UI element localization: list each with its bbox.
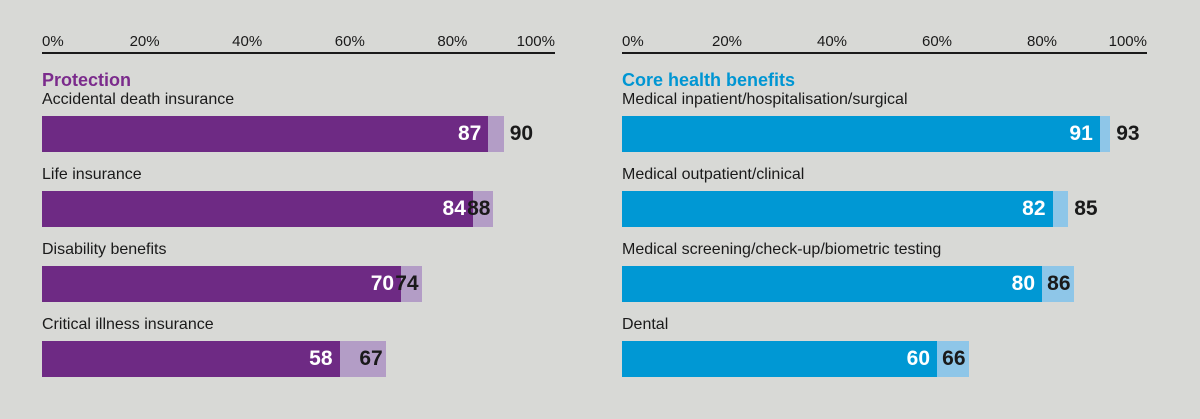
bar-row: Accidental death insurance 87 90 [42, 90, 555, 152]
bar-row: Dental 60 66 [622, 315, 1147, 377]
bar: 58 67 [42, 341, 555, 377]
bar-row: Medical screening/check-up/biometric tes… [622, 240, 1147, 302]
bar-secondary-value: 85 [1074, 197, 1098, 220]
bar-secondary-value: 88 [467, 197, 491, 220]
category-label: Accidental death insurance [42, 91, 235, 108]
panel-title: Protection [42, 70, 132, 90]
category-label: Medical outpatient/clinical [622, 166, 805, 183]
bar-secondary-value: 86 [1047, 272, 1071, 295]
x-axis: 0% 20% 40% 60% 80% 100% [42, 33, 555, 54]
x-axis: 0% 20% 40% 60% 80% 100% [622, 33, 1147, 54]
bar-primary-segment [622, 116, 1100, 152]
axis-tick-label: 20% [129, 33, 160, 50]
bar-primary-value: 80 [1011, 272, 1035, 295]
bar-secondary-value: 66 [942, 347, 966, 370]
bar-secondary-value: 90 [509, 122, 534, 145]
axis-tick-label: 0% [42, 33, 64, 50]
bar-row: Critical illness insurance 58 67 [42, 315, 555, 377]
axis-tick-label: 40% [232, 33, 263, 50]
axis-tick-label: 80% [437, 33, 468, 50]
axis-tick-label: 80% [1026, 33, 1058, 50]
panel-core-health-benefits: 0% 20% 40% 60% 80% 100% Core health bene… [622, 0, 1147, 390]
bar-primary-value: 87 [457, 122, 482, 145]
axis-tick-label: 40% [816, 33, 848, 50]
axis-tick-label: 0% [622, 33, 644, 50]
bar-row: Life insurance 84 88 [42, 165, 555, 227]
bar-row: Disability benefits 70 74 [42, 240, 555, 302]
bar-secondary-value: 93 [1116, 122, 1140, 145]
bar-secondary-value: 74 [395, 272, 419, 295]
bar-primary-segment [622, 266, 1042, 302]
bar: 82 85 [622, 191, 1147, 227]
bar: 87 90 [42, 116, 555, 152]
panel-protection: 0% 20% 40% 60% 80% 100% Protection Accid… [42, 0, 555, 390]
axis-tick-label: 60% [921, 33, 953, 50]
category-label: Medical inpatient/hospitalisation/surgic… [622, 91, 908, 108]
panel-title: Core health benefits [622, 70, 796, 90]
bar: 80 86 [622, 266, 1147, 302]
category-label: Disability benefits [42, 241, 167, 258]
category-label: Medical screening/check-up/biometric tes… [622, 241, 942, 258]
axis-tick-label: 100% [516, 33, 555, 50]
bar-primary-value: 82 [1022, 197, 1046, 220]
axis-tick-label: 100% [1108, 33, 1147, 50]
axis-tick-label: 60% [334, 33, 365, 50]
bar-primary-segment [42, 341, 340, 377]
bar-primary-segment [42, 266, 402, 302]
bar-row: Medical outpatient/clinical 82 85 [622, 165, 1147, 227]
bar-primary-value: 58 [309, 347, 333, 370]
category-label: Dental [622, 316, 669, 333]
bar-primary-segment [622, 191, 1053, 227]
bar-primary-segment [42, 116, 489, 152]
bar-primary-value: 91 [1069, 122, 1093, 145]
category-label: Life insurance [42, 166, 142, 183]
bar-primary-value: 84 [442, 197, 466, 220]
bar-primary-value: 60 [906, 347, 930, 370]
bar-primary-value: 70 [370, 272, 395, 295]
bar: 70 74 [42, 266, 555, 302]
bar-row: Medical inpatient/hospitalisation/surgic… [622, 90, 1147, 152]
bar-primary-segment [622, 341, 937, 377]
bar-primary-segment [42, 191, 473, 227]
bar: 60 66 [622, 341, 1147, 377]
bar: 84 88 [42, 191, 555, 227]
bar: 91 93 [622, 116, 1147, 152]
category-label: Critical illness insurance [42, 316, 214, 333]
bar-secondary-value: 67 [359, 347, 383, 370]
axis-tick-label: 20% [711, 33, 743, 50]
